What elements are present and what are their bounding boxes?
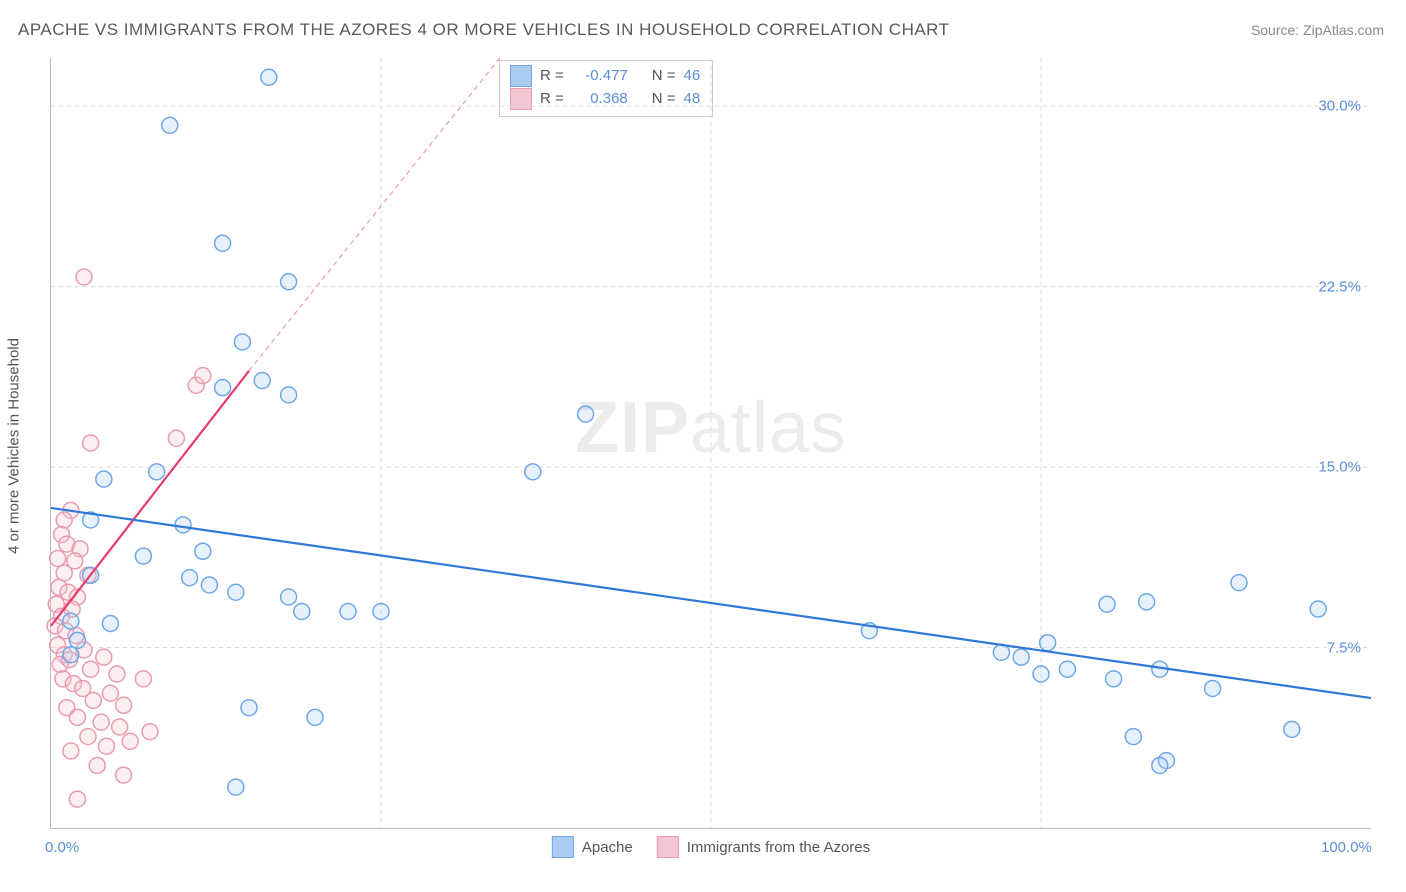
plot-area: ZIPatlas R = -0.477 N = 46 R = 0.368 N =… <box>50 58 1371 829</box>
legend-item-azores: Immigrants from the Azores <box>657 836 870 858</box>
y-tick-label: 30.0% <box>1318 98 1361 115</box>
source-attribution: Source: ZipAtlas.com <box>1251 22 1384 38</box>
y-tick-label: 15.0% <box>1318 459 1361 476</box>
y-tick-label: 7.5% <box>1327 639 1361 656</box>
series-legend: Apache Immigrants from the Azores <box>552 836 870 858</box>
swatch-azores-icon <box>657 836 679 858</box>
y-axis-label: 4 or more Vehicles in Household <box>6 338 23 554</box>
x-tick-label: 0.0% <box>45 839 79 856</box>
legend-item-apache: Apache <box>552 836 633 858</box>
swatch-apache-icon <box>552 836 574 858</box>
x-tick-label: 100.0% <box>1321 839 1372 856</box>
chart-title: APACHE VS IMMIGRANTS FROM THE AZORES 4 O… <box>18 20 950 40</box>
scatter-layer <box>51 58 1371 828</box>
y-tick-label: 22.5% <box>1318 278 1361 295</box>
